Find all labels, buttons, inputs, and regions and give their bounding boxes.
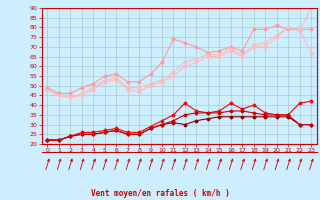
Text: Vent moyen/en rafales ( km/h ): Vent moyen/en rafales ( km/h ) — [91, 189, 229, 198]
